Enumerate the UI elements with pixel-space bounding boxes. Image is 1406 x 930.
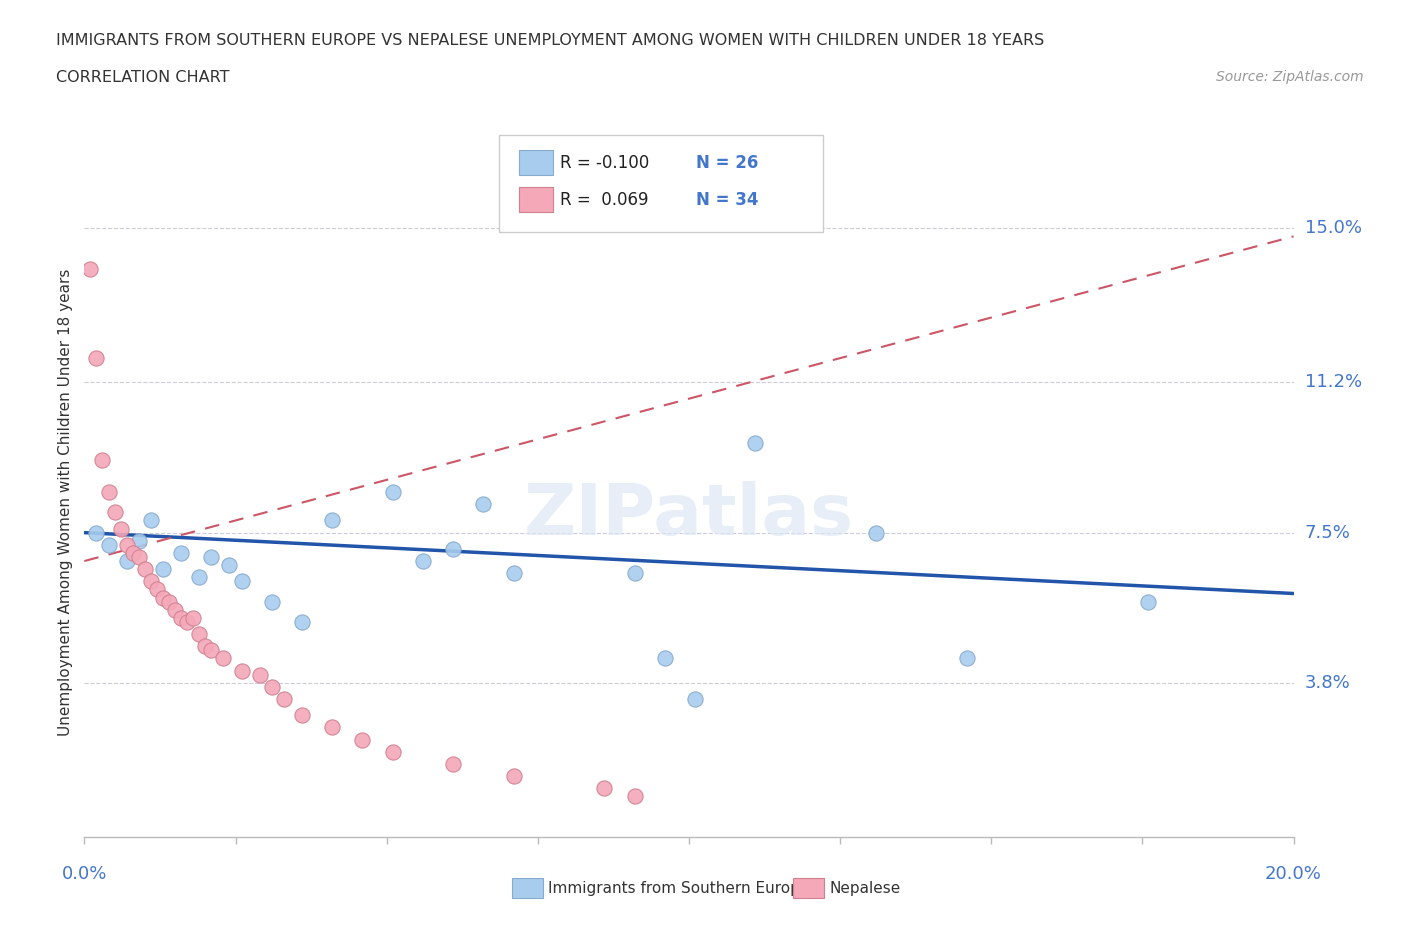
Point xyxy=(744,436,766,451)
Y-axis label: Unemployment Among Women with Children Under 18 years: Unemployment Among Women with Children U… xyxy=(58,269,73,736)
Point xyxy=(79,261,101,276)
Point xyxy=(260,680,283,695)
Text: 15.0%: 15.0% xyxy=(1305,219,1361,237)
Text: 11.2%: 11.2% xyxy=(1305,374,1362,392)
Point xyxy=(623,565,645,580)
Point xyxy=(86,351,108,365)
Point xyxy=(502,565,524,580)
Point xyxy=(212,651,235,666)
Text: R = -0.100: R = -0.100 xyxy=(560,153,648,172)
Point xyxy=(381,744,404,759)
Point xyxy=(249,667,271,682)
Point xyxy=(865,525,887,540)
Point xyxy=(321,513,343,528)
Text: 20.0%: 20.0% xyxy=(1265,865,1322,883)
Text: 0.0%: 0.0% xyxy=(62,865,107,883)
Point xyxy=(352,732,374,747)
Point xyxy=(441,541,464,556)
Text: Nepalese: Nepalese xyxy=(830,881,901,896)
Point xyxy=(412,553,434,568)
Point xyxy=(956,651,979,666)
Point xyxy=(128,533,150,548)
Point xyxy=(1137,594,1160,609)
Point xyxy=(139,574,162,589)
Point xyxy=(110,521,132,536)
Point xyxy=(115,538,138,552)
Point xyxy=(128,550,150,565)
Text: R =  0.069: R = 0.069 xyxy=(560,191,648,209)
Point xyxy=(134,562,156,577)
Point xyxy=(654,651,676,666)
Point xyxy=(97,538,120,552)
Text: 7.5%: 7.5% xyxy=(1305,524,1351,541)
Point xyxy=(86,525,108,540)
Point xyxy=(152,591,174,605)
Point xyxy=(472,497,495,512)
Text: ZIPatlas: ZIPatlas xyxy=(524,481,853,550)
Point xyxy=(104,505,127,520)
Text: N = 26: N = 26 xyxy=(696,153,758,172)
Text: N = 34: N = 34 xyxy=(696,191,758,209)
Text: CORRELATION CHART: CORRELATION CHART xyxy=(56,70,229,85)
Point xyxy=(176,615,198,630)
Point xyxy=(441,756,464,771)
Point xyxy=(200,550,222,565)
Point xyxy=(683,692,706,707)
Point xyxy=(291,708,314,723)
Point xyxy=(194,639,217,654)
Text: 3.8%: 3.8% xyxy=(1305,674,1350,692)
Point xyxy=(188,570,211,585)
Text: IMMIGRANTS FROM SOUTHERN EUROPE VS NEPALESE UNEMPLOYMENT AMONG WOMEN WITH CHILDR: IMMIGRANTS FROM SOUTHERN EUROPE VS NEPAL… xyxy=(56,33,1045,47)
Point xyxy=(231,663,253,678)
Text: Immigrants from Southern Europe: Immigrants from Southern Europe xyxy=(548,881,810,896)
Point xyxy=(502,769,524,784)
Point xyxy=(139,513,162,528)
Point xyxy=(231,574,253,589)
Point xyxy=(321,720,343,735)
Point xyxy=(115,553,138,568)
Point xyxy=(163,603,186,618)
Point xyxy=(273,692,295,707)
Point xyxy=(200,643,222,658)
Point xyxy=(91,452,114,467)
Point xyxy=(157,594,180,609)
Point xyxy=(170,610,193,625)
Text: Source: ZipAtlas.com: Source: ZipAtlas.com xyxy=(1216,70,1364,84)
Point xyxy=(146,582,169,597)
Point xyxy=(381,485,404,499)
Point xyxy=(593,781,616,796)
Point xyxy=(291,615,314,630)
Point xyxy=(260,594,283,609)
Point xyxy=(181,610,204,625)
Point xyxy=(623,789,645,804)
Point xyxy=(97,485,120,499)
Point xyxy=(152,562,174,577)
Point xyxy=(170,546,193,561)
Point xyxy=(121,546,143,561)
Point xyxy=(218,558,240,573)
Point xyxy=(188,627,211,642)
